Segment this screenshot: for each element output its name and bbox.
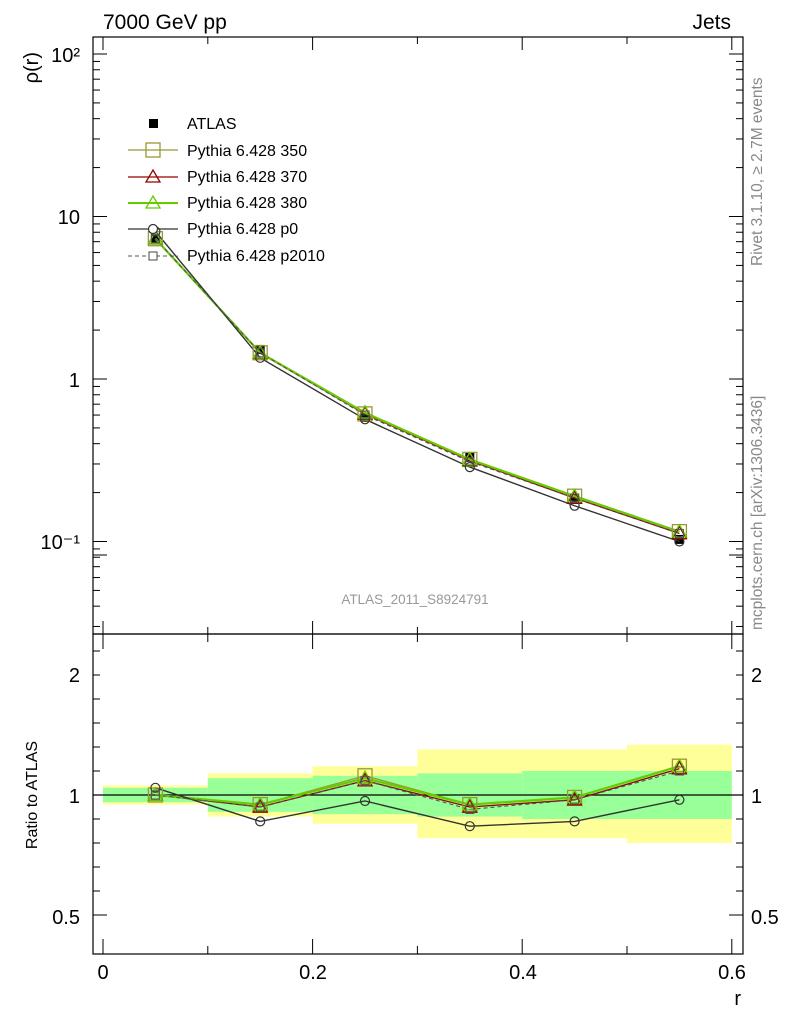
side-text-bottom: mcplots.cern.ch [arXiv:1306.3436]	[749, 396, 766, 630]
point-p0	[464, 461, 475, 473]
xlabel: r	[734, 988, 741, 1010]
legend-marker-p350	[145, 142, 161, 158]
point-p2010	[465, 804, 475, 814]
legend-entry-p350: Pythia 6.428 350	[128, 142, 307, 160]
legend-marker-atlas	[149, 119, 158, 128]
legend-entry-p0: Pythia 6.428 p0	[128, 221, 298, 238]
ratio-ytick-right-0.5: 0.5	[751, 907, 779, 929]
series-line-p2010	[155, 770, 680, 810]
ytick-label-100: 10²	[51, 45, 80, 67]
header-left: 7000 GeV pp	[103, 11, 227, 34]
ytick-label-10: 10	[58, 207, 80, 229]
legend-label-p2010: Pythia 6.428 p2010	[187, 248, 325, 265]
point-p380	[671, 757, 688, 773]
legend-label-p350: Pythia 6.428 350	[187, 143, 307, 160]
point-atlas	[255, 344, 265, 354]
legend: ATLAS Pythia 6.428 350 Pythia 6.428 370 …	[128, 116, 325, 265]
point-p0	[464, 821, 475, 832]
legend-entry-p380: Pythia 6.428 380	[128, 194, 307, 212]
point-p2010	[674, 528, 684, 539]
point-p0	[674, 794, 685, 805]
ratio-ytick-labels-left: 0.5 1 2	[52, 665, 80, 929]
point-p380	[461, 796, 478, 811]
series-line-p0	[154, 230, 680, 543]
ratio-ytick-1: 1	[69, 786, 80, 808]
legend-marker-p2010	[148, 251, 158, 261]
main-ytick-labels: 10⁻¹ 1 10 10²	[41, 45, 81, 554]
point-p0	[150, 782, 161, 793]
point-p2010	[255, 802, 265, 812]
series-line-p380	[154, 237, 680, 533]
xtick-label-0.6: 0.6	[718, 962, 746, 984]
series-line-p380	[155, 765, 680, 806]
legend-label-p380: Pythia 6.428 380	[187, 195, 307, 212]
point-p2010	[570, 795, 580, 805]
series-line-p370	[154, 238, 680, 535]
ratio-ytick-right-1: 1	[751, 786, 762, 808]
xtick-label-0: 0	[97, 962, 108, 984]
point-p0	[255, 816, 266, 827]
point-p0	[569, 500, 580, 511]
legend-label-p0: Pythia 6.428 p0	[187, 221, 298, 238]
ratio-ytick-labels-right: 0.5 1 2	[751, 665, 779, 929]
legend-marker-p0	[147, 223, 159, 235]
series-line-p0	[155, 787, 680, 827]
main-curves	[147, 226, 688, 547]
ratio-panel: Ratio to ATLAS 0.5 1 2 0.5 1 2 0 0.2 0.4…	[24, 554, 779, 1010]
ratio-ytick-2: 2	[69, 665, 80, 687]
point-p2010	[150, 234, 160, 244]
ytick-label-0.1: 10⁻¹	[41, 532, 81, 554]
series-line-p350	[154, 238, 680, 533]
xtick-label-0.2: 0.2	[299, 962, 327, 984]
header-right: Jets	[692, 11, 731, 34]
legend-marker-p370	[144, 168, 162, 183]
ratio-ytick-0.5: 0.5	[52, 907, 80, 929]
side-text-top: Rivet 3.1.10, ≥ 2.7M events	[749, 77, 766, 266]
ratio-curves	[147, 757, 688, 832]
point-p2010	[360, 410, 370, 420]
ratio-frame	[92, 633, 744, 955]
legend-label-atlas: ATLAS	[187, 116, 237, 133]
point-p0	[359, 795, 371, 807]
legend-entry-atlas: ATLAS	[149, 116, 237, 133]
point-p2010	[360, 776, 370, 786]
legend-marker-p380	[144, 194, 162, 209]
point-p2010	[570, 493, 580, 503]
point-p2010	[465, 457, 475, 467]
series-line-p2010	[154, 238, 680, 535]
legend-entry-p370: Pythia 6.428 370	[128, 168, 307, 186]
point-p0	[569, 816, 580, 827]
point-atlas	[674, 534, 684, 544]
xtick-labels: 0 0.2 0.4 0.6	[97, 962, 745, 984]
legend-entry-p2010: Pythia 6.428 p2010	[128, 248, 325, 265]
ratio-ylabel: Ratio to ATLAS	[24, 741, 41, 849]
analysis-label: ATLAS_2011_S8924791	[341, 592, 488, 607]
point-p2010	[674, 766, 684, 776]
point-p2010	[150, 790, 160, 800]
main-panel: ATLAS_2011_S8924791 ρ(r) 10⁻¹ 1 10 10²	[21, 36, 744, 635]
point-p2010	[255, 348, 265, 358]
xtick-label-0.4: 0.4	[509, 962, 537, 984]
legend-label-p370: Pythia 6.428 370	[187, 169, 307, 186]
ytick-label-1: 1	[69, 370, 80, 392]
ratio-axis-ticks	[93, 554, 743, 954]
point-p0	[255, 352, 266, 363]
ratio-ytick-right-2: 2	[751, 665, 762, 687]
main-ylabel: ρ(r)	[21, 52, 43, 83]
main-axis-ticks	[93, 37, 743, 634]
